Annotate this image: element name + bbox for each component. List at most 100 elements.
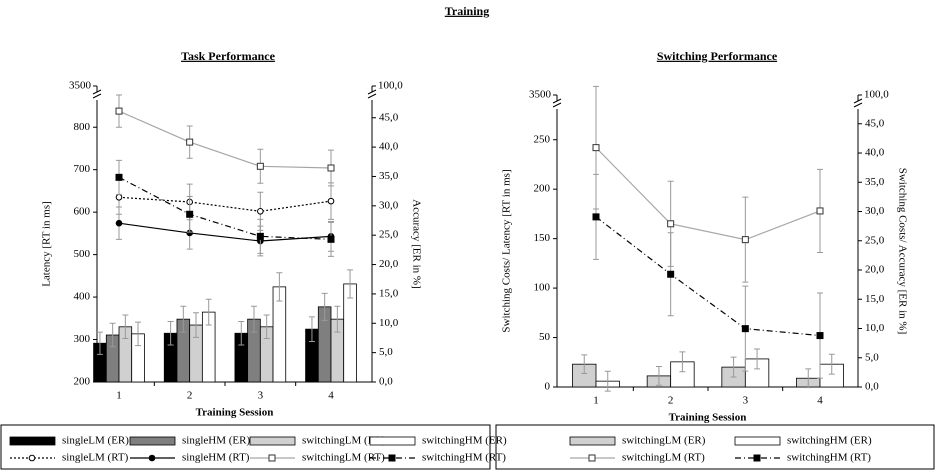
error-bar	[167, 321, 174, 346]
y2-tick-label: 15,0	[379, 287, 399, 299]
y2-tick-label: 20,0	[865, 264, 885, 276]
marker	[256, 232, 264, 240]
x-tick-label: 2	[668, 395, 674, 407]
error-bar	[805, 368, 812, 389]
x-tick-label: 3	[743, 395, 749, 407]
axis-break-label: 3500	[69, 80, 92, 92]
y-tick-label: 100	[534, 282, 551, 294]
line	[595, 216, 821, 337]
line	[118, 110, 332, 169]
legend-label: singleLM (ER)	[62, 435, 129, 447]
y2-tick-label: 5,0	[865, 351, 879, 363]
legend-marker	[148, 454, 156, 462]
error-bar	[347, 269, 354, 299]
error-bar	[180, 305, 187, 333]
marker	[592, 144, 600, 152]
error-bar	[321, 292, 328, 321]
y-axis-label: Latency [RT in ms]	[41, 201, 53, 287]
y2-tick-label: 45,0	[379, 111, 399, 123]
error-bar	[238, 321, 245, 346]
legend-marker	[28, 454, 36, 462]
legend-box	[495, 424, 935, 470]
line	[118, 176, 332, 240]
marker	[816, 332, 824, 340]
y2-tick-label: 45,0	[865, 117, 885, 129]
error-bar	[109, 322, 116, 348]
legend-marker	[268, 454, 276, 462]
legend-label: switchingLM (RT)	[302, 452, 385, 464]
y-tick-label: 200	[74, 376, 91, 388]
legend-label: switchingHM (ER)	[422, 435, 507, 447]
y2-tick-label: 20,0	[379, 258, 399, 270]
y2-tick-label: 25,0	[865, 234, 885, 246]
marker	[327, 164, 335, 172]
x-tick-label: 4	[328, 390, 334, 402]
legend-label: singleHM (ER)	[182, 435, 250, 447]
marker	[667, 270, 675, 278]
y-tick-label: 150	[534, 232, 551, 244]
y2-axis-label: Switching Costs/ Accuracy [ER in %]	[896, 168, 908, 335]
legend-label: switchingHM (RT)	[787, 452, 871, 464]
legend-swatch	[129, 436, 176, 446]
legend-marker	[588, 454, 596, 462]
y2-tick-label: 40,0	[865, 147, 885, 159]
marker	[115, 107, 123, 115]
legend-swatch	[9, 436, 56, 446]
marker	[115, 219, 123, 227]
y2-tick-label: 15,0	[865, 293, 885, 305]
legend-swatch	[569, 436, 616, 446]
error-bar	[193, 312, 200, 338]
error-bar	[96, 331, 103, 355]
marker	[256, 162, 264, 170]
error-bar	[655, 366, 662, 386]
marker	[257, 208, 264, 215]
line	[118, 222, 332, 242]
legend-label: singleLM (RT)	[62, 452, 129, 464]
legend-label: switchingLM (ER)	[302, 435, 386, 447]
legend-label: switchingLM (RT)	[622, 452, 705, 464]
axis-break-label: 100,0	[378, 80, 403, 92]
error-bar	[276, 272, 283, 302]
legend-marker	[388, 454, 396, 462]
y2-tick-label: 0,0	[865, 381, 879, 393]
legend-label: switchingHM (RT)	[422, 452, 506, 464]
marker	[741, 325, 749, 333]
y2-tick-label: 10,0	[379, 317, 399, 329]
x-axis-label: Training Session	[196, 407, 274, 419]
y2-tick-label: 30,0	[865, 205, 885, 217]
error-bar	[308, 316, 315, 342]
legend-swatch	[369, 436, 416, 446]
x-tick-label: 1	[593, 395, 599, 407]
y2-tick-label: 10,0	[865, 322, 885, 334]
legend-swatch	[249, 436, 296, 446]
error-bar	[730, 356, 737, 378]
error-bar	[828, 353, 835, 375]
axis-break-label: 100,0	[864, 89, 889, 101]
chart-title: Switching Performance	[657, 49, 778, 63]
y-tick-label: 0	[545, 381, 551, 393]
y2-tick-label: 30,0	[379, 199, 399, 211]
marker	[115, 173, 123, 181]
marker	[327, 197, 335, 205]
error-bar	[679, 351, 686, 373]
y2-tick-label: 25,0	[379, 229, 399, 241]
y-tick-label: 300	[74, 333, 91, 345]
marker	[186, 210, 194, 218]
line	[118, 196, 332, 212]
y-axis-label: Switching Costs/ Latency [RT in ms]	[501, 169, 513, 332]
axis-break-label: 3500	[529, 89, 552, 101]
y-tick-label: 200	[534, 183, 551, 195]
line	[595, 147, 821, 241]
y2-tick-label: 35,0	[379, 170, 399, 182]
marker	[667, 220, 675, 228]
y2-tick-label: 35,0	[865, 176, 885, 188]
y-tick-label: 250	[534, 133, 551, 145]
bar	[343, 283, 357, 383]
y-tick-label: 800	[74, 121, 91, 133]
error-bar	[263, 314, 270, 340]
y-tick-label: 600	[74, 206, 91, 218]
chart-title: Task Performance	[181, 49, 276, 63]
marker	[115, 193, 123, 201]
error-bar	[604, 370, 611, 392]
x-tick-label: 2	[187, 390, 193, 402]
